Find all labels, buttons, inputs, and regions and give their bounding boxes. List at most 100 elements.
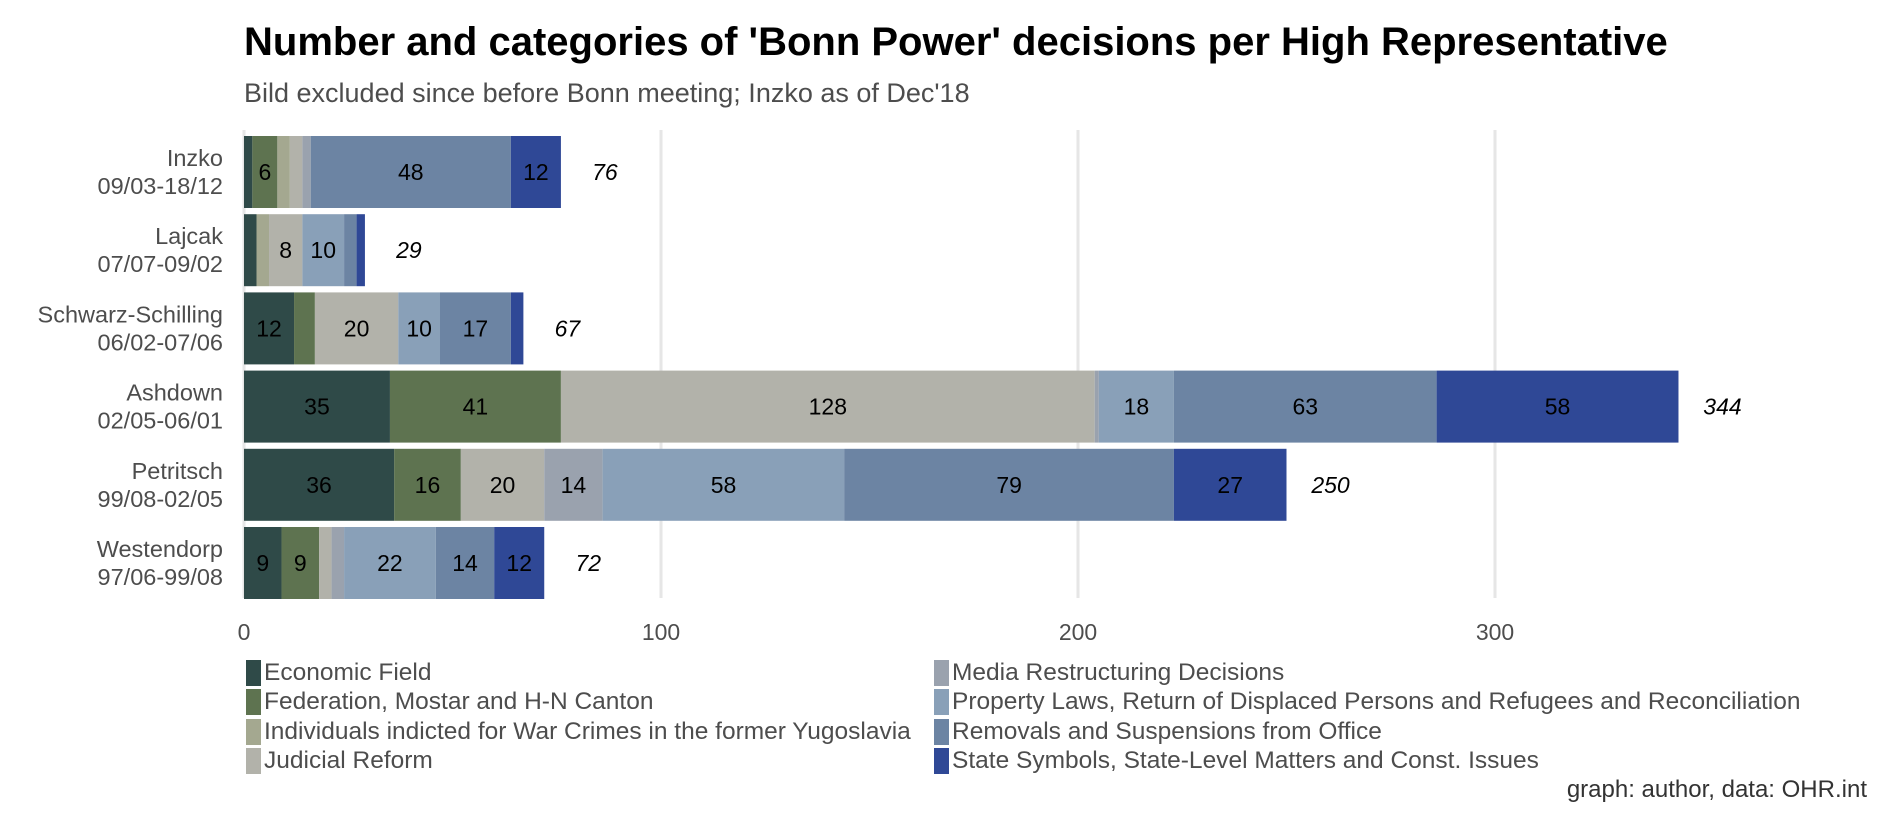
bar-segment	[244, 292, 295, 365]
bar-segment	[244, 136, 253, 208]
segment-value-label: 12	[256, 315, 282, 341]
chart-subtitle: Bild excluded since before Bonn meeting;…	[244, 78, 970, 108]
bar-segment	[244, 214, 257, 287]
legend-label: State Symbols, State-Level Matters and C…	[952, 746, 1539, 774]
category-period-label: 07/07-09/02	[98, 251, 223, 277]
segment-value-label: 12	[523, 159, 549, 185]
segment-value-label: 9	[256, 550, 269, 576]
bar-segment	[331, 527, 345, 599]
x-tick-label: 200	[1059, 619, 1097, 645]
legend-item: Federation, Mostar and H-N Canton	[246, 687, 653, 717]
bar-segment	[344, 527, 436, 599]
bar-segment	[244, 370, 390, 443]
legend-item: Judicial Reform	[246, 746, 433, 776]
bar-segment	[435, 527, 495, 599]
segment-value-label: 128	[809, 394, 847, 420]
legend-label: Individuals indicted for War Crimes in t…	[264, 717, 911, 745]
segment-value-label: 41	[463, 394, 489, 420]
segment-value-label: 36	[306, 472, 332, 498]
bar-segment	[844, 448, 1174, 521]
segment-value-label: 6	[258, 159, 271, 185]
segment-value-label: 10	[310, 237, 336, 263]
segment-value-label: 35	[304, 394, 330, 420]
segment-value-label: 58	[711, 472, 737, 498]
bar-segment	[1436, 370, 1679, 443]
category-period-label: 06/02-07/06	[98, 329, 223, 355]
bar-segment	[494, 527, 545, 599]
x-tick-label: 0	[238, 619, 251, 645]
legend-color-key	[934, 689, 949, 716]
bar-segment	[356, 214, 365, 287]
legend-item: Economic Field	[246, 658, 431, 688]
segment-value-label: 20	[490, 472, 516, 498]
bar-segment	[302, 214, 345, 287]
legend-item: Removals and Suspensions from Office	[934, 717, 1382, 747]
legend-color-key	[934, 660, 949, 686]
segment-value-label: 48	[398, 159, 424, 185]
segment-value-label: 17	[463, 315, 489, 341]
legend-label: Judicial Reform	[264, 746, 433, 774]
segment-value-label: 14	[561, 472, 587, 498]
bar-segment	[310, 136, 511, 208]
segment-value-label: 63	[1292, 394, 1318, 420]
segment-value-label: 22	[377, 550, 403, 576]
bar-segment	[389, 370, 561, 443]
bar-total-label: 250	[1310, 472, 1350, 498]
category-period-label: 97/06-99/08	[98, 564, 223, 590]
legend-label: Economic Field	[264, 659, 432, 686]
bar-segment	[289, 136, 303, 208]
chart-caption: graph: author, data: OHR.int	[1566, 776, 1867, 803]
legend-label: Federation, Mostar and H-N Canton	[264, 688, 654, 716]
segment-value-label: 27	[1217, 472, 1243, 498]
legend-item: Individuals indicted for War Crimes in t…	[246, 717, 911, 747]
segment-value-label: 20	[344, 315, 370, 341]
bar-segment	[510, 136, 561, 208]
bar-segment	[1173, 370, 1437, 443]
bar-segment	[244, 527, 282, 599]
legend-color-key	[934, 718, 949, 745]
bar-segment	[344, 214, 357, 287]
bar-segment	[314, 292, 399, 365]
legend-label: Media Restructuring Decisions	[952, 659, 1285, 686]
bar-segment	[269, 214, 303, 287]
category-name-label: Ashdown	[126, 380, 223, 406]
category-name-label: Lajcak	[155, 223, 223, 249]
category-name-label: Schwarz-Schilling	[38, 301, 223, 327]
bar-total-label: 344	[1703, 394, 1741, 420]
bar-total-label: 76	[592, 159, 618, 185]
bar-segment	[277, 136, 290, 208]
segment-value-label: 14	[452, 550, 478, 576]
bar-total-label: 29	[395, 237, 422, 263]
bar-total-label: 67	[555, 315, 582, 341]
legend-item: State Symbols, State-Level Matters and C…	[934, 746, 1539, 776]
bar-segment	[281, 527, 320, 599]
category-period-label: 02/05-06/01	[98, 408, 223, 434]
chart-title: Number and categories of 'Bonn Power' de…	[244, 20, 1668, 64]
chart-legend: Economic Field Federation, Mostar and H-N…	[0, 658, 1889, 778]
category-name-label: Westendorp	[97, 536, 223, 562]
legend-item: Property Laws, Return of Displaced Perso…	[934, 687, 1800, 717]
legend-item: Media Restructuring Decisions	[934, 658, 1284, 688]
category-period-label: 09/03-18/12	[98, 173, 223, 199]
bar-segment	[319, 527, 332, 599]
bar-total-label: 72	[575, 550, 601, 576]
bar-segment	[1094, 370, 1099, 443]
bar-segment	[252, 136, 278, 208]
segment-value-label: 18	[1124, 394, 1150, 420]
bar-segment	[602, 448, 845, 521]
bar-segment	[294, 292, 315, 365]
legend-color-key	[246, 689, 261, 716]
segment-value-label: 79	[996, 472, 1022, 498]
segment-value-label: 8	[279, 237, 292, 263]
bar-segment	[460, 448, 545, 521]
legend-color-key	[246, 718, 261, 745]
legend-label: Removals and Suspensions from Office	[952, 717, 1382, 745]
segment-value-label: 16	[415, 472, 441, 498]
legend-color-key	[246, 747, 261, 774]
segment-value-label: 12	[506, 550, 532, 576]
category-name-label: Inzko	[167, 145, 223, 171]
bar-segment	[398, 292, 440, 365]
bar-segment	[256, 214, 270, 287]
bar-segment	[394, 448, 461, 521]
segment-value-label: 9	[294, 550, 307, 576]
